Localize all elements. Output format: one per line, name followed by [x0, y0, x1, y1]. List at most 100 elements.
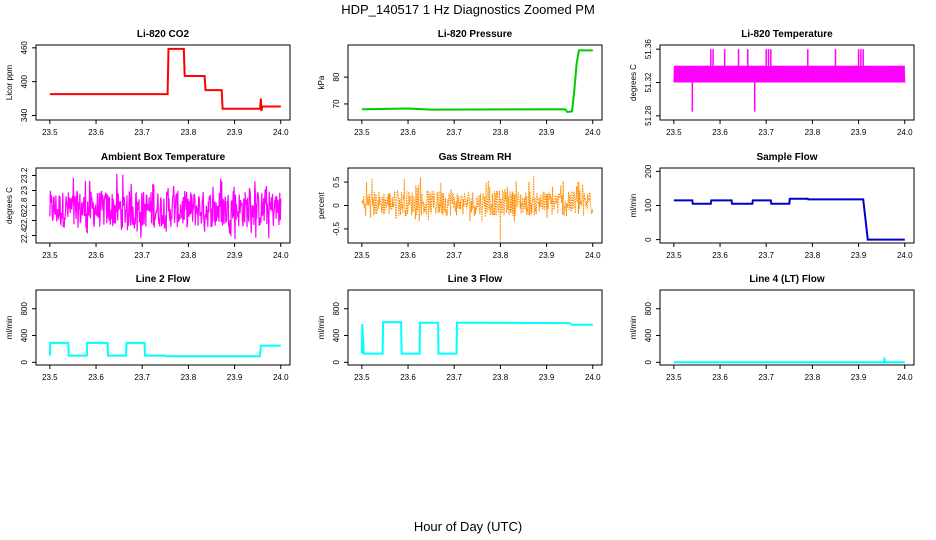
y-tick-label: 0	[332, 360, 341, 365]
series-layer	[673, 357, 905, 364]
y-axis-label: kPa	[317, 75, 326, 89]
series-line	[673, 197, 905, 241]
y-axis-label: degrees C	[629, 64, 638, 101]
series-layer	[48, 341, 281, 358]
y-axis-label: ml/min	[5, 316, 14, 340]
panel-title: Sample Flow	[756, 152, 817, 163]
x-tick-label: 23.5	[666, 251, 682, 260]
series-layer	[673, 49, 906, 112]
x-tick-label: 23.8	[493, 251, 509, 260]
x-tick-label: 24.0	[273, 373, 289, 382]
x-tick-label: 23.5	[666, 128, 682, 137]
plot-frame	[35, 289, 291, 366]
x-tick-label: 23.6	[712, 251, 728, 260]
series-line	[49, 47, 281, 112]
series-layer	[360, 321, 593, 355]
x-tick-label: 24.0	[585, 373, 601, 382]
y-tick-label: 100	[644, 198, 653, 212]
x-tick-label: 23.7	[446, 373, 462, 382]
y-tick-label: 400	[644, 328, 653, 342]
x-tick-label: 24.0	[897, 251, 913, 260]
y-tick-label: -0.5	[332, 222, 341, 236]
panel-title: Li-820 Temperature	[741, 29, 833, 40]
chart-panel: Sample Flow 23.5 23.6 23.7 23.8 23.9 24.0 0 100 2…	[629, 152, 915, 260]
panel-title: Li-820 CO2	[137, 29, 190, 40]
x-tick-label: 23.6	[88, 128, 104, 137]
x-tick-label: 23.6	[88, 251, 104, 260]
plot-frame	[347, 289, 603, 366]
x-tick-label: 23.5	[354, 128, 370, 137]
x-tick-label: 23.9	[539, 251, 555, 260]
x-tick-label: 23.8	[181, 128, 197, 137]
y-tick-label: 22.4	[20, 227, 29, 243]
x-tick-label: 23.8	[493, 128, 509, 137]
x-tick-label: 24.0	[585, 128, 601, 137]
x-tick-label: 23.7	[758, 373, 774, 382]
y-tick-label: 51.32	[644, 72, 653, 93]
x-tick-label: 23.8	[805, 373, 821, 382]
y-tick-label: 0	[332, 203, 341, 208]
figure-title: HDP_140517 1 Hz Diagnostics Zoomed PM	[341, 2, 595, 17]
series-layer	[361, 175, 594, 242]
x-tick-label: 23.9	[539, 373, 555, 382]
chart-panel: Li-820 CO2 23.5 23.6 23.7 23.8 23.9 24.0 340 400…	[5, 29, 291, 137]
y-tick-label: 800	[644, 302, 653, 316]
y-axis-label: ml/min	[629, 194, 638, 218]
y-tick-label: 460	[20, 41, 29, 55]
x-tick-label: 23.9	[227, 373, 243, 382]
series-line	[360, 321, 593, 355]
x-tick-label: 23.8	[181, 251, 197, 260]
y-tick-label: 340	[20, 108, 29, 122]
x-tick-label: 23.7	[134, 251, 150, 260]
series-layer	[673, 197, 905, 241]
panel-title: Gas Stream RH	[439, 152, 512, 163]
chart-panel: Line 4 (LT) Flow 23.5 23.6 23.7 23.8 23.9 24.0…	[629, 274, 915, 382]
series-layer	[361, 49, 593, 114]
x-tick-label: 23.7	[446, 128, 462, 137]
y-tick-label: 22.8	[20, 197, 29, 213]
panel-title: Li-820 Pressure	[438, 29, 513, 40]
x-tick-label: 23.5	[354, 373, 370, 382]
y-tick-label: 70	[332, 99, 341, 108]
x-tick-label: 23.8	[493, 373, 509, 382]
x-tick-label: 23.8	[805, 128, 821, 137]
x-tick-label: 23.6	[88, 373, 104, 382]
plot-frame	[659, 167, 915, 244]
y-tick-label: 23	[20, 186, 29, 195]
chart-panels: Li-820 CO2 23.5 23.6 23.7 23.8 23.9 24.0 340 400…	[5, 29, 915, 382]
x-tick-label: 23.6	[400, 128, 416, 137]
chart-panel: Gas Stream RH 23.5 23.6 23.7 23.8 23.9 24.0 -0.…	[317, 152, 603, 260]
plot-frame	[347, 44, 603, 121]
x-tick-label: 23.5	[666, 373, 682, 382]
y-tick-label: 0.5	[332, 176, 341, 188]
chart-panel: Li-820 Temperature 23.5 23.6 23.7 23.8 23.9 24…	[629, 29, 915, 137]
y-tick-label: 0	[20, 360, 29, 365]
x-tick-label: 23.5	[42, 251, 58, 260]
y-tick-label: 22.6	[20, 212, 29, 228]
y-tick-label: 400	[20, 328, 29, 342]
x-tick-label: 23.6	[400, 373, 416, 382]
y-axis-label: percent	[317, 191, 326, 218]
figure-xlabel: Hour of Day (UTC)	[414, 519, 522, 534]
x-tick-label: 23.7	[134, 373, 150, 382]
x-tick-label: 23.7	[446, 251, 462, 260]
chart-panel: Line 3 Flow 23.5 23.6 23.7 23.8 23.9 24.0 0 400 8…	[317, 274, 603, 382]
y-tick-label: 51.28	[644, 105, 653, 126]
x-tick-label: 23.9	[851, 251, 867, 260]
plot-frame	[35, 44, 291, 121]
panel-title: Ambient Box Temperature	[101, 152, 226, 163]
plot-frame	[659, 289, 915, 366]
y-axis-label: Licor ppm	[5, 65, 14, 100]
x-tick-label: 23.6	[712, 128, 728, 137]
series-band	[673, 65, 905, 83]
x-tick-label: 23.5	[42, 128, 58, 137]
x-tick-label: 23.9	[227, 251, 243, 260]
x-tick-label: 24.0	[585, 251, 601, 260]
series-layer	[49, 47, 281, 112]
y-tick-label: 400	[332, 328, 341, 342]
y-tick-label: 400	[20, 74, 29, 88]
series-line	[361, 49, 593, 114]
y-tick-label: 51.36	[644, 39, 653, 60]
x-tick-label: 24.0	[897, 373, 913, 382]
x-tick-label: 24.0	[273, 128, 289, 137]
